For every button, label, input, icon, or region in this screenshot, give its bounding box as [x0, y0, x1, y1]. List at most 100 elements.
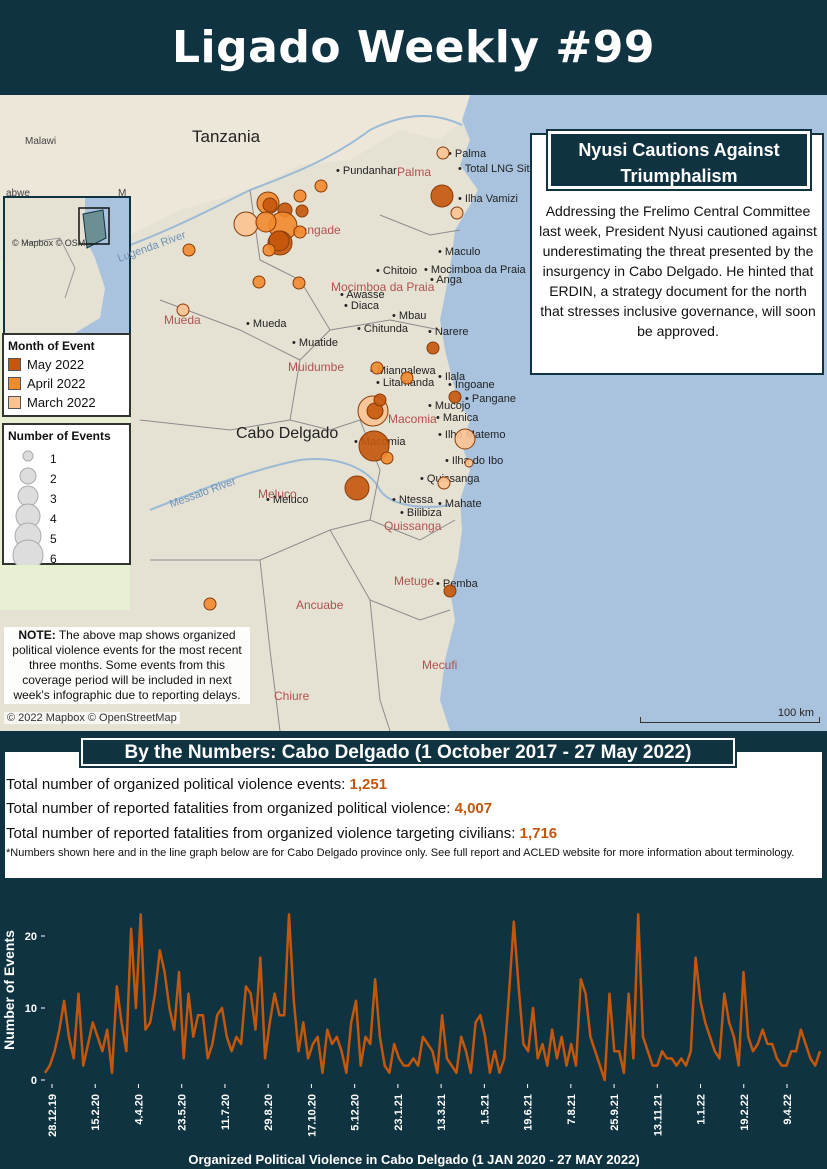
event-bubble-march[interactable]: [450, 206, 464, 220]
inset-label-m: M: [118, 188, 127, 199]
sidebar-title: Nyusi Cautions Against Triumphalism: [548, 131, 810, 189]
place-label-quissanga: Quissanga: [384, 519, 442, 533]
event-bubble-may[interactable]: [443, 584, 457, 598]
place-label-meluco: • Meluco: [266, 494, 309, 506]
district-borders: [139, 189, 461, 731]
place-label-pundanhar: • Pundanhar: [336, 165, 397, 177]
y-tick-label-20: 20: [25, 931, 37, 943]
event-bubble-april[interactable]: [182, 243, 196, 257]
x-tick-label: 7.8.21: [566, 1094, 578, 1125]
event-bubble-may[interactable]: [448, 390, 462, 404]
legend-label-march: March 2022: [27, 395, 96, 410]
event-bubble-april[interactable]: [400, 371, 414, 385]
map-note: NOTE: The above map shows organized poli…: [4, 627, 250, 704]
place-label-mahate: • Mahate: [438, 498, 482, 510]
x-tick-label: 13.11.21: [652, 1094, 664, 1136]
x-tick-label: 5.12.20: [350, 1094, 362, 1131]
event-bubble-may[interactable]: [358, 430, 390, 462]
legend-number-6: 6: [50, 552, 57, 566]
x-tick-label: 17.10.20: [306, 1094, 318, 1137]
place-label-ilala: • Ilala: [438, 371, 466, 383]
event-bubble-march[interactable]: [464, 458, 474, 468]
place-label-mocimboa-da-praia: Mocimboa da Praia: [331, 280, 435, 294]
legend-number-3: 3: [50, 492, 57, 506]
inset-borders: [24, 237, 76, 299]
country-label: Tanzania: [192, 127, 261, 146]
event-bubble-may[interactable]: [295, 204, 309, 218]
event-bubble-april[interactable]: [293, 189, 307, 203]
stat-civilian-fatalities-label: Total number of reported fatalities from…: [6, 825, 520, 842]
event-bubble-may[interactable]: [373, 393, 387, 407]
place-label-narere: • Narere: [428, 326, 469, 338]
stat-fatalities: Total number of reported fatalities from…: [6, 800, 492, 817]
place-label-macomia: Macomia: [388, 412, 437, 426]
stat-events-value: 1,251: [349, 776, 388, 793]
place-label-muidumbe: Muidumbe: [288, 360, 345, 374]
place-label-awasse: • Awasse: [340, 289, 385, 301]
x-tick-label: 19.2.22: [739, 1094, 751, 1131]
inset-map: [3, 196, 131, 352]
x-tick-label: 28.12.19: [47, 1094, 59, 1137]
place-label-ancuabe: Ancuabe: [296, 598, 344, 612]
event-bubble-may[interactable]: [262, 197, 278, 213]
place-label-palma: • Palma: [448, 148, 487, 160]
event-bubble-march[interactable]: [437, 476, 451, 490]
events-line-chart: 0 10 20 Number of Events 28.12.19 15.2.20 4.4.…: [1, 913, 822, 1167]
event-bubble-march[interactable]: [233, 211, 259, 237]
place-label-anga: • Anga: [430, 274, 462, 286]
x-tick-label: 1.5.21: [479, 1094, 491, 1125]
event-bubble-march[interactable]: [436, 146, 450, 160]
inset-canvas: [5, 198, 110, 350]
page-header: Ligado Weekly #99: [0, 0, 827, 95]
stat-civilian-fatalities: Total number of reported fatalities from…: [6, 825, 557, 842]
x-tick-label: 25.9.21: [609, 1094, 621, 1131]
stat-fatalities-value: 4,007: [454, 800, 493, 817]
messalo-river: [149, 458, 451, 511]
inset-attribution: © Mapbox © OSM: [12, 238, 86, 248]
x-tick-label: 4.4.20: [133, 1094, 145, 1125]
place-label-mucojo: • Mucojo: [428, 400, 471, 412]
event-bubble-april[interactable]: [262, 243, 276, 257]
place-label-mueda: Mueda: [164, 313, 201, 327]
y-tick-label-0: 0: [31, 1075, 37, 1087]
stat-civilian-fatalities-value: 1,716: [519, 825, 558, 842]
swatch-may: [8, 358, 21, 371]
event-bubble-april[interactable]: [370, 361, 384, 375]
event-bubble-may[interactable]: [426, 341, 440, 355]
event-bubble-april[interactable]: [203, 597, 217, 611]
sidebar-body: Addressing the Frelimo Central Committee…: [539, 203, 817, 339]
event-bubble-april[interactable]: [255, 211, 277, 233]
place-label-diaca: • Diaca: [344, 300, 380, 312]
place-label-meluco: Meluco: [258, 487, 297, 501]
legend-month-of-event: Month of Event May 2022 April 2022 March…: [2, 333, 131, 417]
numbers-footnote: *Numbers shown here and in the line grap…: [6, 847, 795, 859]
event-bubble-april[interactable]: [292, 276, 306, 290]
swatch-april: [8, 377, 21, 390]
event-bubble-march[interactable]: [454, 428, 476, 450]
place-label-mocimboa-da-praia: • Mocimboa da Praia: [424, 264, 526, 276]
province-label: Cabo Delgado: [236, 425, 339, 442]
x-tick-label: 13.3.21: [436, 1094, 448, 1131]
place-label-mueda: • Mueda: [246, 318, 287, 330]
event-bubble-april[interactable]: [380, 451, 394, 465]
event-bubble-march[interactable]: [176, 303, 190, 317]
place-label-ingoane: • Ingoane: [448, 379, 495, 391]
inset-label-malawi: Malawi: [25, 136, 57, 147]
event-bubble-may[interactable]: [430, 184, 454, 208]
event-bubble-april[interactable]: [293, 225, 307, 239]
stat-events: Total number of organized political viol…: [6, 776, 387, 793]
place-label-bilibiza: • Bilibiza: [400, 507, 442, 519]
stat-events-label: Total number of organized political viol…: [6, 776, 350, 793]
series-line-events: [43, 913, 822, 1082]
place-label-quissanga: • Quissanga: [420, 473, 480, 485]
x-tick-label: 19.6.21: [523, 1094, 535, 1131]
place-label-pangane: • Pangane: [465, 393, 516, 405]
event-bubble-april[interactable]: [252, 275, 266, 289]
legend-number-values: 1 2 3 4 5 6: [50, 449, 57, 569]
event-bubble-may[interactable]: [344, 475, 370, 501]
event-bubble-april[interactable]: [314, 179, 328, 193]
place-label-maculo: • Maculo: [438, 246, 481, 258]
page-title: Ligado Weekly #99: [172, 22, 655, 73]
numbers-title: By the Numbers: Cabo Delgado (1 October …: [81, 738, 735, 766]
scale-bar-line: [640, 717, 820, 723]
